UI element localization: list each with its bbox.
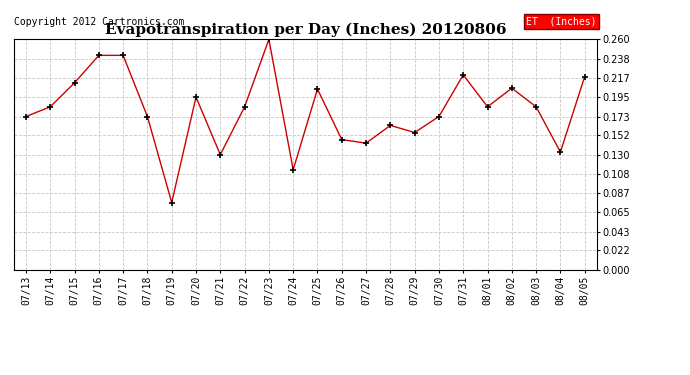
Text: Copyright 2012 Cartronics.com: Copyright 2012 Cartronics.com bbox=[14, 17, 184, 27]
Title: Evapotranspiration per Day (Inches) 20120806: Evapotranspiration per Day (Inches) 2012… bbox=[105, 22, 506, 37]
Text: ET  (Inches): ET (Inches) bbox=[526, 17, 597, 27]
